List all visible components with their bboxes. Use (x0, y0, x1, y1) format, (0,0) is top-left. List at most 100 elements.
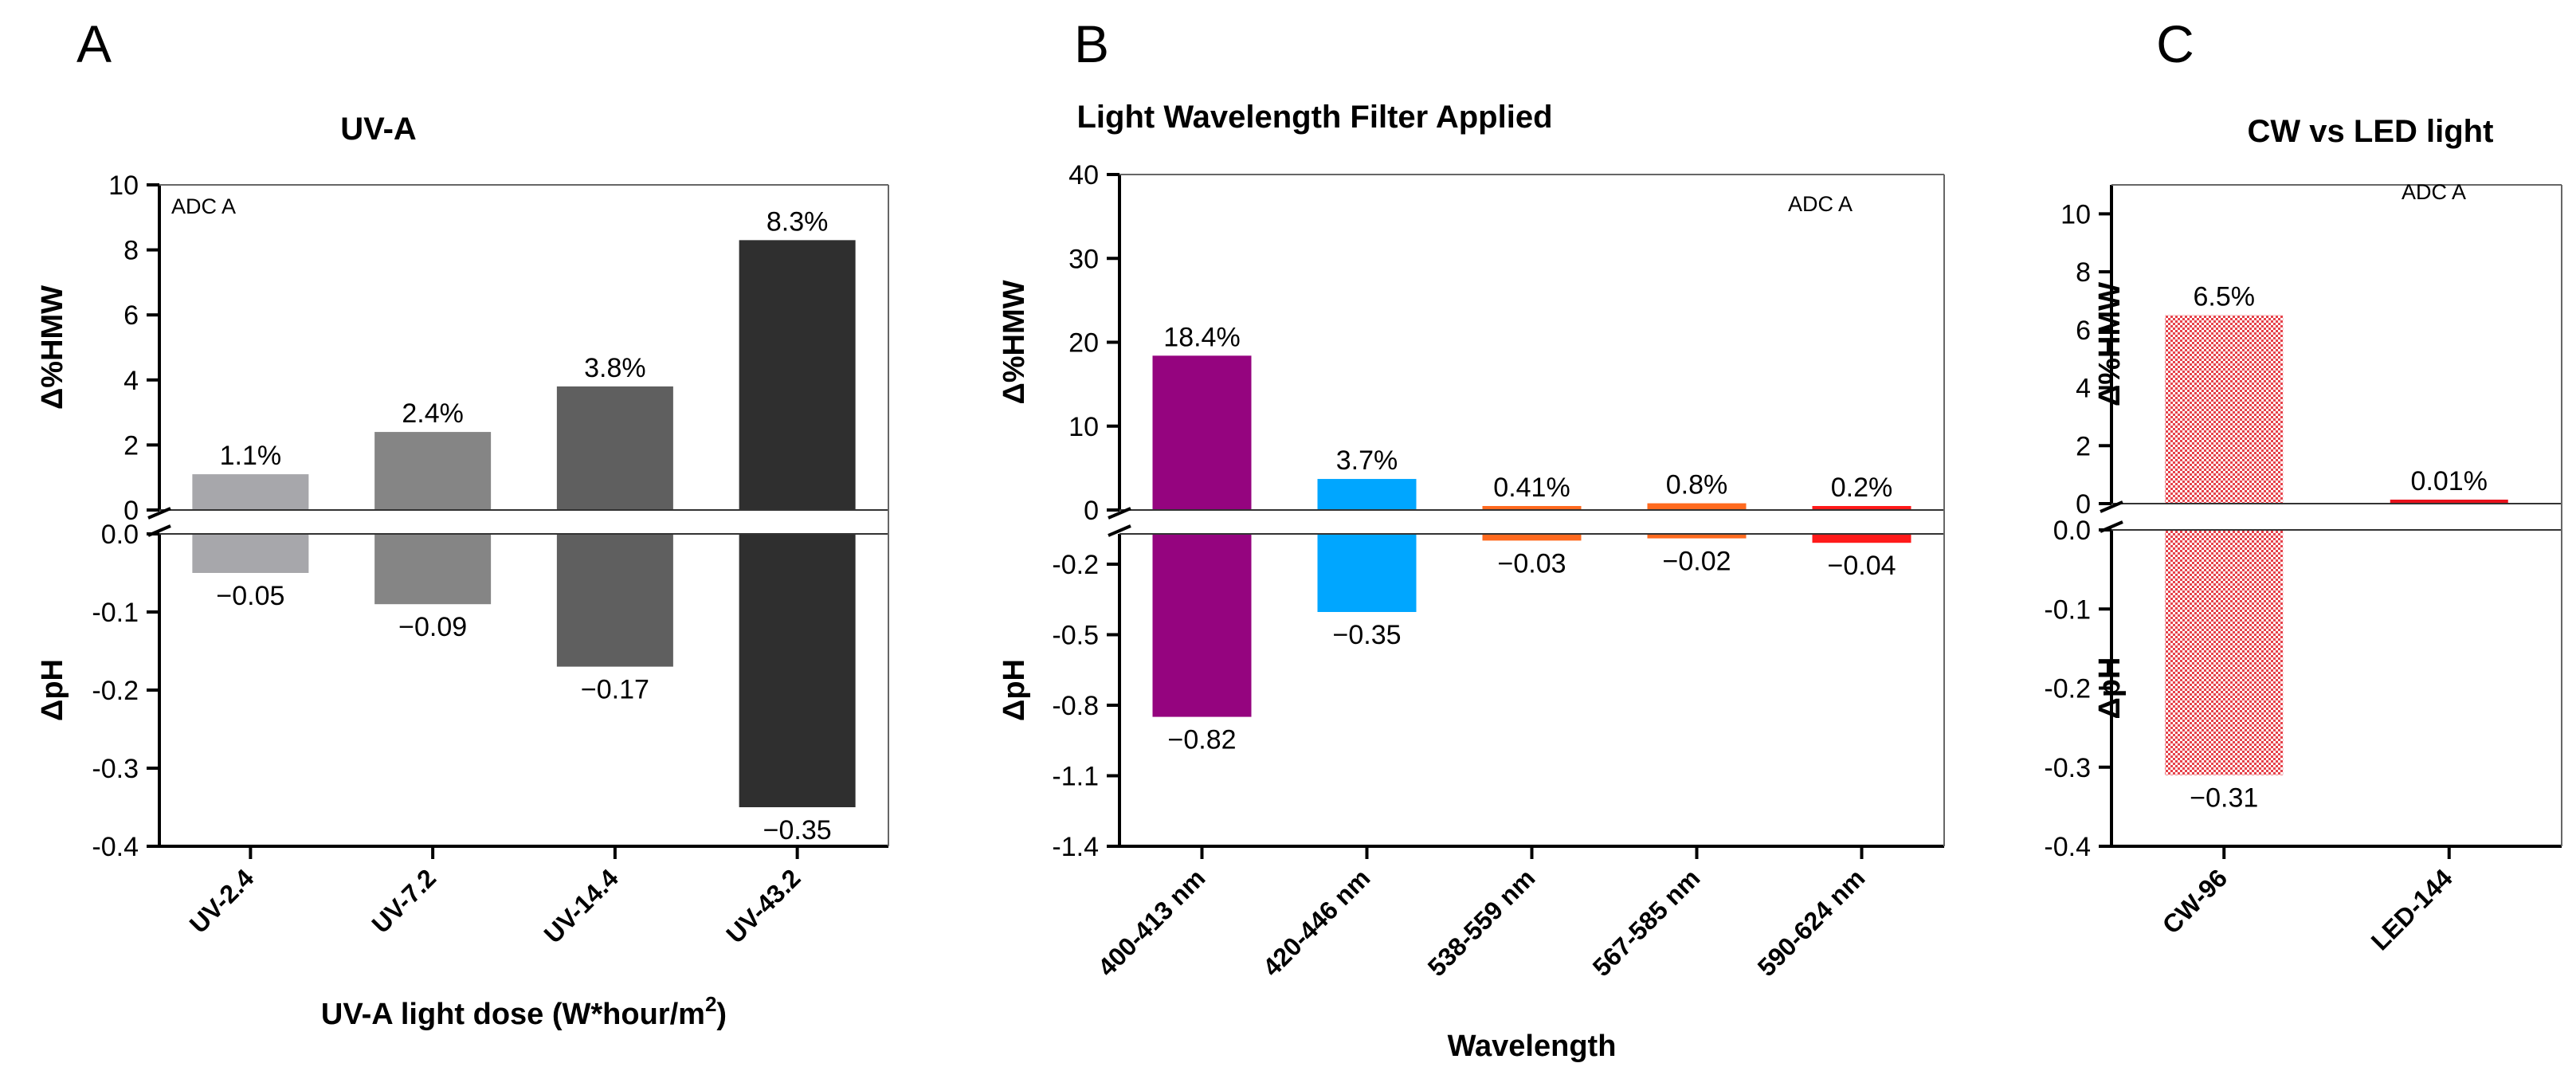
category-label: LED-144 (2366, 863, 2458, 955)
data-label-bottom: −0.31 (2190, 783, 2258, 814)
y-tick-label-top: 40 (1068, 160, 1099, 190)
data-label-top: 0.41% (1493, 473, 1570, 503)
bar-bottom (1812, 534, 1911, 543)
y-tick-label-bottom: -0.4 (92, 832, 139, 862)
y-tick-label-top: 10 (1068, 412, 1099, 442)
y-tick-label-top: 8 (124, 236, 139, 266)
y-tick-label-top: 0 (2076, 489, 2091, 520)
category-label: 420-446 nm (1257, 863, 1376, 982)
bar-top (1152, 355, 1252, 510)
adc-note: ADC A (171, 194, 236, 218)
bar-top (1647, 503, 1747, 510)
bar-bottom (2165, 530, 2284, 775)
y-tick-label-bottom: 0.0 (2053, 516, 2091, 546)
x-axis-title: UV-A light dose (W*hour/m2) (321, 992, 727, 1031)
data-label-bottom: −0.03 (1497, 548, 1566, 579)
y-axis-title-bottom: ΔpH (2093, 657, 2127, 720)
bar-top (556, 386, 673, 510)
bar-bottom (1152, 534, 1252, 717)
axis-break-mark (1108, 507, 1131, 520)
bar-top (1482, 506, 1582, 510)
category-label: UV-2.4 (184, 863, 260, 939)
data-label-top: 3.7% (1336, 445, 1398, 476)
y-tick-label-bottom: -1.1 (1052, 762, 1099, 792)
data-label-top: 0.01% (2411, 466, 2488, 496)
y-axis-title-top: Δ%HMW (2093, 282, 2127, 406)
data-label-bottom: −0.35 (763, 815, 832, 845)
y-tick-label-top: 20 (1068, 328, 1099, 359)
y-tick-label-top: 10 (108, 171, 139, 201)
panel-c: C CW vs LED light 6.5% −0.31 0.01% 0 2 4 6 8 10 0.0… (2044, 14, 2562, 955)
axis-break-mark (2100, 500, 2123, 513)
x-axis-title-text: Wavelength (1448, 1030, 1617, 1063)
y-tick-label-bottom: -0.4 (2044, 832, 2091, 862)
data-label-top: 2.4% (402, 398, 464, 429)
y-tick-label-top: 2 (124, 430, 139, 461)
y-tick-label-bottom: -0.3 (2044, 753, 2091, 783)
y-tick-label-top: 4 (124, 366, 139, 396)
y-tick-label-top: 2 (2076, 431, 2091, 461)
bar-top (374, 432, 492, 510)
axis-break-mark (147, 507, 171, 520)
bar-top (1812, 506, 1911, 510)
category-label: 567-585 nm (1587, 863, 1706, 982)
category-label: UV-43.2 (720, 863, 806, 948)
y-tick-label-top: 4 (2076, 374, 2091, 404)
y-axis-title-top: Δ%HMW (36, 285, 69, 410)
y-axis-title-top: Δ%HMW (998, 280, 1031, 404)
category-label: UV-7.2 (366, 863, 441, 939)
y-axis-title-bottom: ΔpH (36, 659, 69, 721)
bar-top (2390, 500, 2508, 504)
bar-top (2165, 315, 2284, 504)
data-label-bottom: −0.02 (1662, 547, 1731, 577)
y-tick-label-top: 0 (1084, 496, 1099, 526)
data-label-top: 0.2% (1831, 473, 1893, 503)
category-label: CW-96 (2157, 863, 2233, 939)
y-tick-label-top: 10 (2060, 199, 2091, 229)
bar-bottom (374, 534, 492, 605)
y-tick-label-bottom: -1.4 (1052, 832, 1099, 862)
data-label-top: 3.8% (584, 353, 646, 383)
data-label-top: 18.4% (1163, 322, 1240, 352)
y-tick-label-top: 0 (124, 496, 139, 526)
data-label-top: 6.5% (2194, 282, 2256, 312)
y-tick-label-bottom: -0.2 (92, 676, 139, 706)
bar-top (192, 474, 309, 510)
panel-title: CW vs LED light (2248, 114, 2494, 149)
data-label-top: 1.1% (220, 441, 282, 471)
data-label-bottom: −0.04 (1827, 551, 1896, 581)
y-tick-label-bottom: -0.8 (1052, 691, 1099, 721)
x-axis-title-end: ) (716, 998, 727, 1031)
panel-letter: C (2156, 14, 2194, 73)
category-label: 400-413 nm (1092, 863, 1211, 982)
x-axis-title-superscript: 2 (705, 992, 716, 1016)
data-label-top: 8.3% (767, 206, 829, 237)
bar-bottom (1317, 534, 1417, 612)
data-label-bottom: −0.82 (1167, 725, 1236, 755)
adc-note: ADC A (2402, 180, 2466, 204)
y-tick-label-bottom: 0.0 (101, 520, 139, 550)
y-tick-label-bottom: -0.1 (92, 598, 139, 628)
axis-break-mark (1108, 524, 1131, 537)
bar-bottom (556, 534, 673, 667)
y-tick-label-top: 30 (1068, 244, 1099, 274)
bar-bottom (1647, 534, 1747, 539)
y-tick-label-top: 6 (124, 300, 139, 331)
y-tick-label-bottom: -0.1 (2044, 594, 2091, 625)
adc-note: ADC A (1788, 192, 1853, 216)
bar-bottom (739, 534, 856, 807)
bar-top (739, 240, 856, 510)
data-label-bottom: −0.09 (398, 612, 467, 642)
y-tick-label-bottom: -0.3 (92, 754, 139, 784)
y-tick-label-bottom: -0.2 (2044, 674, 2091, 704)
panel-letter: A (76, 14, 112, 73)
y-tick-label-top: 8 (2076, 257, 2091, 288)
panel-b: B Light Wavelength Filter Applied 18.4% −0.… (998, 14, 1945, 1063)
x-axis-title: Wavelength (1448, 1030, 1617, 1063)
x-axis-title-text: UV-A light dose (W*hour/m (321, 998, 705, 1031)
y-tick-label-bottom: -0.2 (1052, 550, 1099, 580)
data-label-top: 0.8% (1666, 470, 1728, 500)
category-label: 590-624 nm (1752, 863, 1871, 982)
panel-title: Light Wavelength Filter Applied (1076, 100, 1552, 135)
y-tick-label-bottom: -0.5 (1052, 621, 1099, 651)
